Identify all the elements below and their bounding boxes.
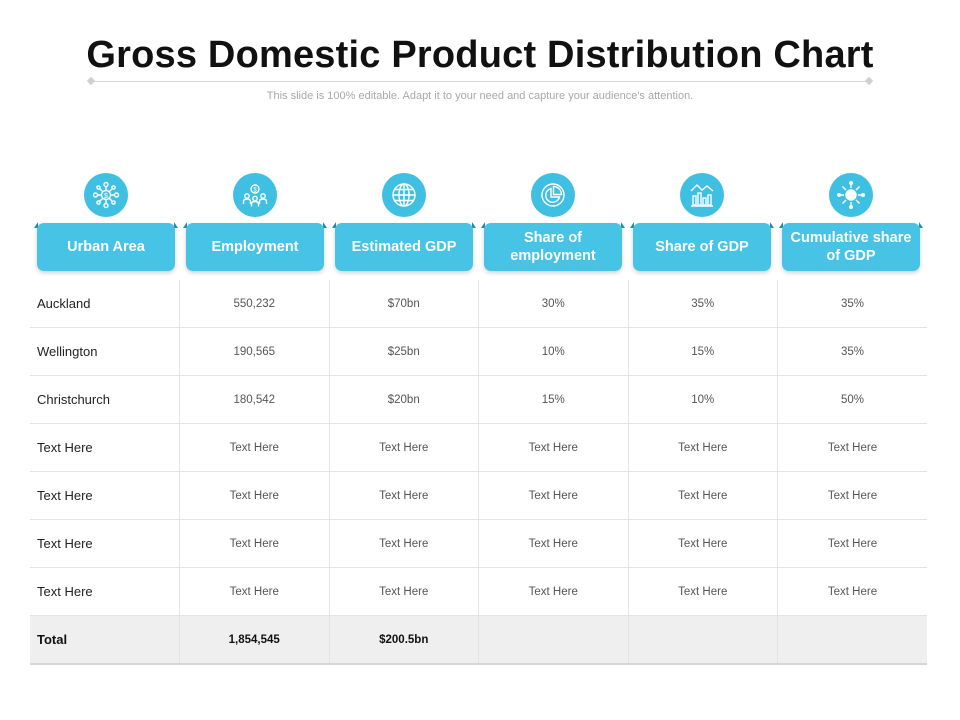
column-header-urban-area: $ Urban Area xyxy=(34,173,178,273)
column-header-employment: $ Employment xyxy=(183,173,327,273)
table-cell-urban-area: Text Here xyxy=(30,471,180,520)
table-cell-share-of-gdp: Text Here xyxy=(628,567,778,616)
table-total-row: Total 1,854,545 $200.5bn xyxy=(30,615,927,665)
table-cell-share-of-employment: Text Here xyxy=(478,567,629,616)
money-network-icon: $ xyxy=(84,173,128,217)
table-cell-urban-area: Christchurch xyxy=(30,375,180,424)
column-header-estimated-gdp: Estimated GDP xyxy=(332,173,476,273)
table-row: Wellington 190,565 $25bn 10% 15% 35% xyxy=(30,327,927,376)
gdp-table: Auckland 550,232 $70bn 30% 35% 35% Welli… xyxy=(30,280,927,665)
total-cumulative-share xyxy=(777,615,927,665)
column-header-share-of-employment: Share of employment xyxy=(481,173,625,273)
table-cell-urban-area: Wellington xyxy=(30,327,180,376)
page-title: Gross Domestic Product Distribution Char… xyxy=(86,34,874,76)
table-cell-estimated-gdp: $70bn xyxy=(329,280,479,328)
table-cell-share-of-employment: Text Here xyxy=(478,423,629,472)
title-divider xyxy=(92,81,868,82)
people-money-icon: $ xyxy=(233,173,277,217)
table-cell-employment: Text Here xyxy=(179,471,330,520)
table-cell-employment: Text Here xyxy=(179,567,330,616)
table-cell-employment: 180,542 xyxy=(179,375,330,424)
total-share-of-gdp xyxy=(628,615,778,665)
table-cell-employment: Text Here xyxy=(179,423,330,472)
table-cell-share-of-employment: 15% xyxy=(478,375,629,424)
globe-icon xyxy=(382,173,426,217)
pie-chart-icon xyxy=(531,173,575,217)
table-cell-share-of-gdp: Text Here xyxy=(628,519,778,568)
table-cell-estimated-gdp: Text Here xyxy=(329,471,479,520)
table-row: Text Here Text Here Text Here Text Here … xyxy=(30,519,927,568)
column-label: Employment xyxy=(186,223,324,271)
table-cell-cumulative-share: Text Here xyxy=(777,567,927,616)
table-cell-cumulative-share: 35% xyxy=(777,280,927,328)
table-cell-employment: 190,565 xyxy=(179,327,330,376)
table-cell-share-of-gdp: 15% xyxy=(628,327,778,376)
table-cell-cumulative-share: Text Here xyxy=(777,423,927,472)
column-label: Share of GDP xyxy=(633,223,771,271)
table-cell-share-of-gdp: Text Here xyxy=(628,423,778,472)
table-cell-urban-area: Auckland xyxy=(30,280,180,328)
column-header-cumulative-share-of-gdp: Cumulative share of GDP xyxy=(779,173,923,273)
table-cell-employment: Text Here xyxy=(179,519,330,568)
table-cell-cumulative-share: 50% xyxy=(777,375,927,424)
table-cell-urban-area: Text Here xyxy=(30,567,180,616)
total-share-of-employment xyxy=(478,615,629,665)
total-estimated-gdp: $200.5bn xyxy=(329,615,479,665)
sun-network-icon xyxy=(829,173,873,217)
svg-text:$: $ xyxy=(104,193,108,200)
table-cell-employment: 550,232 xyxy=(179,280,330,328)
total-employment: 1,854,545 xyxy=(179,615,330,665)
table-cell-share-of-employment: Text Here xyxy=(478,471,629,520)
table-row: Text Here Text Here Text Here Text Here … xyxy=(30,423,927,472)
table-cell-cumulative-share: Text Here xyxy=(777,519,927,568)
table-cell-cumulative-share: Text Here xyxy=(777,471,927,520)
table-cell-urban-area: Text Here xyxy=(30,423,180,472)
column-header-share-of-gdp: Share of GDP xyxy=(630,173,774,273)
column-label: Estimated GDP xyxy=(335,223,473,271)
column-label: Urban Area xyxy=(37,223,175,271)
column-label: Share of employment xyxy=(484,223,622,271)
table-cell-urban-area: Text Here xyxy=(30,519,180,568)
table-cell-estimated-gdp: Text Here xyxy=(329,519,479,568)
table-cell-estimated-gdp: $25bn xyxy=(329,327,479,376)
table-row: Christchurch 180,542 $20bn 15% 10% 50% xyxy=(30,375,927,424)
total-label: Total xyxy=(30,615,180,665)
divider-right-diamond xyxy=(864,76,874,86)
table-cell-share-of-gdp: Text Here xyxy=(628,471,778,520)
table-row: Auckland 550,232 $70bn 30% 35% 35% xyxy=(30,280,927,328)
page-subtitle: This slide is 100% editable. Adapt it to… xyxy=(266,90,694,102)
svg-text:$: $ xyxy=(253,188,257,194)
column-label: Cumulative share of GDP xyxy=(782,223,920,271)
table-cell-share-of-employment: 30% xyxy=(478,280,629,328)
table-cell-estimated-gdp: Text Here xyxy=(329,423,479,472)
table-row: Text Here Text Here Text Here Text Here … xyxy=(30,471,927,520)
table-cell-estimated-gdp: Text Here xyxy=(329,567,479,616)
divider-left-diamond xyxy=(86,76,96,86)
table-cell-cumulative-share: 35% xyxy=(777,327,927,376)
table-cell-share-of-gdp: 10% xyxy=(628,375,778,424)
table-cell-share-of-employment: 10% xyxy=(478,327,629,376)
table-cell-estimated-gdp: $20bn xyxy=(329,375,479,424)
table-row: Text Here Text Here Text Here Text Here … xyxy=(30,567,927,616)
table-cell-share-of-employment: Text Here xyxy=(478,519,629,568)
table-cell-share-of-gdp: 35% xyxy=(628,280,778,328)
bar-chart-icon xyxy=(680,173,724,217)
